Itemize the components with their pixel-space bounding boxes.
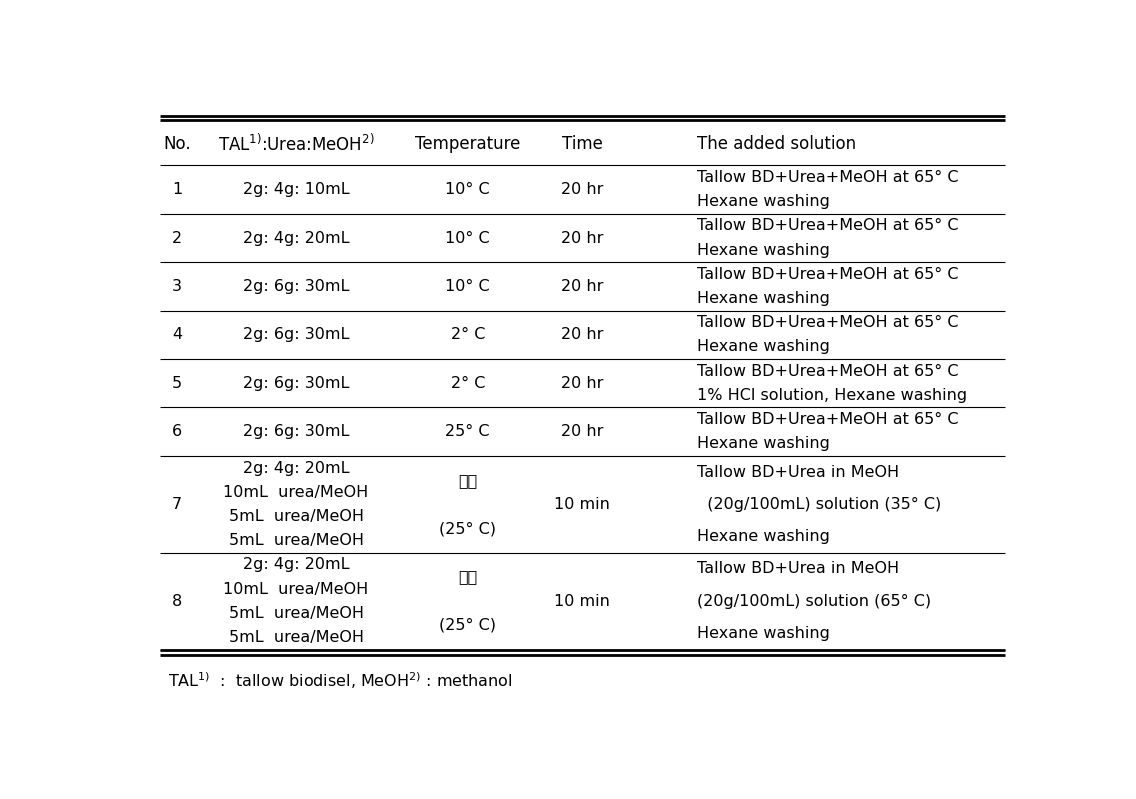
Text: 10mL  urea/MeOH: 10mL urea/MeOH [224, 485, 369, 499]
Text: 10° C: 10° C [445, 279, 490, 294]
Text: No.: No. [164, 136, 191, 153]
Text: 2g: 4g: 10mL: 2g: 4g: 10mL [243, 182, 350, 197]
Text: 2g: 6g: 30mL: 2g: 6g: 30mL [243, 279, 349, 294]
Text: 2g: 6g: 30mL: 2g: 6g: 30mL [243, 328, 349, 342]
Text: 10° C: 10° C [445, 182, 490, 197]
Text: (25° C): (25° C) [440, 618, 496, 633]
Text: Tallow BD+Urea+MeOH at 65° C: Tallow BD+Urea+MeOH at 65° C [696, 218, 958, 233]
Text: Hexane washing: Hexane washing [696, 626, 829, 641]
Text: 20 hr: 20 hr [561, 231, 603, 245]
Text: Tallow BD+Urea+MeOH at 65° C: Tallow BD+Urea+MeOH at 65° C [696, 316, 958, 330]
Text: Tallow BD+Urea+MeOH at 65° C: Tallow BD+Urea+MeOH at 65° C [696, 364, 958, 379]
Text: (25° C): (25° C) [440, 521, 496, 536]
Text: TAL$^{1)}$  :  tallow biodisel, MeOH$^{2)}$ : methanol: TAL$^{1)}$ : tallow biodisel, MeOH$^{2)}… [168, 670, 513, 690]
Text: Time: Time [562, 136, 602, 153]
Text: 3: 3 [173, 279, 182, 294]
Text: 4: 4 [173, 328, 182, 342]
Text: Hexane washing: Hexane washing [696, 529, 829, 544]
Text: 10mL  urea/MeOH: 10mL urea/MeOH [224, 582, 369, 597]
Text: 25° C: 25° C [445, 424, 490, 439]
Text: Hexane washing: Hexane washing [696, 243, 829, 257]
Text: 2g: 6g: 30mL: 2g: 6g: 30mL [243, 376, 349, 391]
Text: Tallow BD+Urea in MeOH: Tallow BD+Urea in MeOH [696, 562, 899, 576]
Text: Temperature: Temperature [415, 136, 520, 153]
Text: 5mL  urea/MeOH: 5mL urea/MeOH [228, 630, 364, 645]
Text: 1% HCl solution, Hexane washing: 1% HCl solution, Hexane washing [696, 388, 967, 403]
Text: 20 hr: 20 hr [561, 182, 603, 197]
Text: 상온: 상온 [458, 473, 477, 487]
Text: (20g/100mL) solution (65° C): (20g/100mL) solution (65° C) [696, 594, 930, 609]
Text: 2g: 6g: 30mL: 2g: 6g: 30mL [243, 424, 349, 439]
Text: 2° C: 2° C [451, 376, 485, 391]
Text: 5mL  urea/MeOH: 5mL urea/MeOH [228, 509, 364, 524]
Text: TAL$^{1)}$:Urea:MeOH$^{2)}$: TAL$^{1)}$:Urea:MeOH$^{2)}$ [218, 134, 375, 155]
Text: Hexane washing: Hexane washing [696, 291, 829, 306]
Text: 7: 7 [173, 497, 182, 512]
Text: The added solution: The added solution [696, 136, 855, 153]
Text: 10 min: 10 min [554, 594, 610, 609]
Text: Tallow BD+Urea in MeOH: Tallow BD+Urea in MeOH [696, 464, 899, 479]
Text: 8: 8 [172, 594, 183, 609]
Text: 20 hr: 20 hr [561, 424, 603, 439]
Text: 6: 6 [173, 424, 182, 439]
Text: (20g/100mL) solution (35° C): (20g/100mL) solution (35° C) [696, 497, 941, 512]
Text: 상온: 상온 [458, 570, 477, 584]
Text: 2: 2 [173, 231, 182, 245]
Text: Tallow BD+Urea+MeOH at 65° C: Tallow BD+Urea+MeOH at 65° C [696, 170, 958, 185]
Text: 2g: 4g: 20mL: 2g: 4g: 20mL [243, 460, 350, 475]
Text: 2° C: 2° C [451, 328, 485, 342]
Text: 20 hr: 20 hr [561, 376, 603, 391]
Text: Hexane washing: Hexane washing [696, 436, 829, 451]
Text: Hexane washing: Hexane washing [696, 340, 829, 355]
Text: Tallow BD+Urea+MeOH at 65° C: Tallow BD+Urea+MeOH at 65° C [696, 267, 958, 282]
Text: 5mL  urea/MeOH: 5mL urea/MeOH [228, 533, 364, 548]
Text: 20 hr: 20 hr [561, 279, 603, 294]
Text: 2g: 4g: 20mL: 2g: 4g: 20mL [243, 558, 350, 572]
Text: 10 min: 10 min [554, 497, 610, 512]
Text: 5mL  urea/MeOH: 5mL urea/MeOH [228, 606, 364, 621]
Text: 5: 5 [173, 376, 182, 391]
Text: Tallow BD+Urea+MeOH at 65° C: Tallow BD+Urea+MeOH at 65° C [696, 412, 958, 427]
Text: 10° C: 10° C [445, 231, 490, 245]
Text: 20 hr: 20 hr [561, 328, 603, 342]
Text: 2g: 4g: 20mL: 2g: 4g: 20mL [243, 231, 350, 245]
Text: Hexane washing: Hexane washing [696, 194, 829, 209]
Text: 1: 1 [172, 182, 183, 197]
